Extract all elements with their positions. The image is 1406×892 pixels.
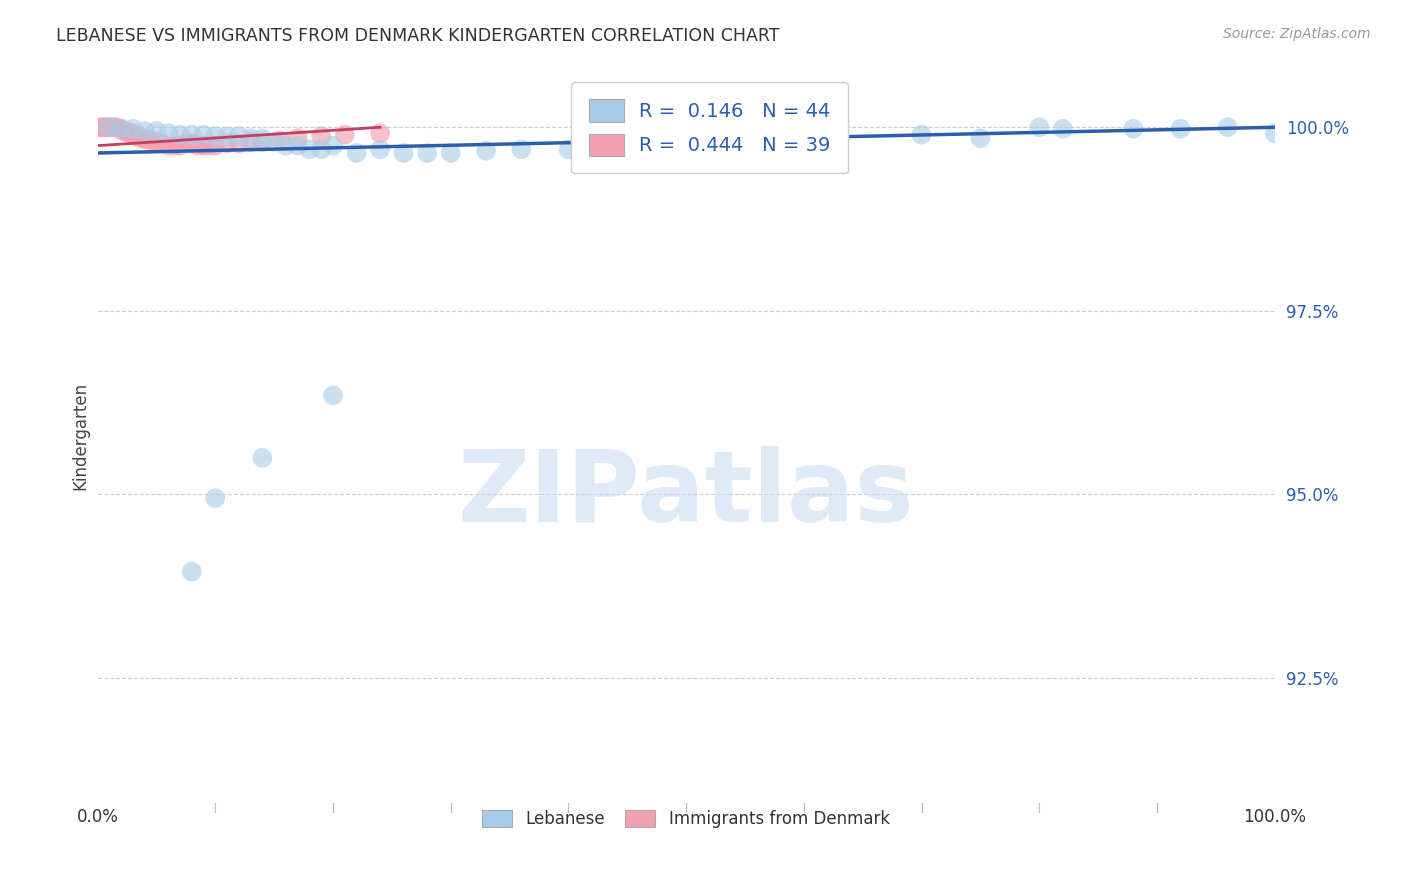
Point [129,131,152,145]
Point [93,120,115,135]
Point [828,135,851,149]
Point [145,135,167,149]
Text: ZIPatlas: ZIPatlas [458,446,914,543]
Point [150,136,173,151]
Point [122,121,145,136]
Point [274,138,297,153]
Point [142,134,165,148]
Point [98,120,121,135]
Point [309,129,332,144]
Point [675,146,697,161]
Point [120,125,142,139]
Point [1028,120,1050,135]
Point [368,142,391,156]
Point [616,144,638,158]
Point [145,124,167,138]
Point [309,142,332,156]
Point [252,450,274,465]
Point [1122,121,1144,136]
Point [346,146,368,161]
Point [157,138,180,153]
Point [169,138,191,153]
Point [239,131,262,145]
Point [187,138,209,153]
Point [193,138,215,153]
Point [1264,126,1286,140]
Legend: Lebanese, Immigrants from Denmark: Lebanese, Immigrants from Denmark [475,804,897,835]
Point [157,126,180,140]
Point [174,136,197,151]
Point [298,142,321,156]
Point [263,135,285,149]
Point [107,121,129,136]
Text: LEBANESE VS IMMIGRANTS FROM DENMARK KINDERGARTEN CORRELATION CHART: LEBANESE VS IMMIGRANTS FROM DENMARK KIND… [56,27,780,45]
Point [204,138,226,153]
Point [204,491,226,505]
Point [134,124,156,138]
Point [180,136,202,151]
Point [115,125,138,139]
Point [103,120,125,135]
Point [96,120,118,135]
Point [287,138,309,153]
Point [136,134,159,148]
Point [416,146,439,161]
Point [734,135,756,149]
Point [110,121,132,136]
Point [910,128,932,142]
Text: Source: ZipAtlas.com: Source: ZipAtlas.com [1223,27,1371,41]
Point [215,136,238,151]
Point [239,135,262,149]
Point [1216,120,1239,135]
Point [215,129,238,144]
Point [125,129,148,144]
Point [180,565,202,579]
Point [287,131,309,145]
Point [252,135,274,149]
Point [228,129,250,144]
Point [392,146,415,161]
Point [198,138,221,153]
Point [333,128,356,142]
Point [112,124,135,138]
Point [475,144,498,158]
Point [105,120,128,135]
Point [204,129,226,144]
Point [322,388,344,402]
Point [193,128,215,142]
Point [169,128,191,142]
Y-axis label: Kindergarten: Kindergarten [72,382,89,490]
Point [440,146,463,161]
Point [322,138,344,153]
Point [368,126,391,140]
Point [98,120,121,135]
Point [134,131,156,145]
Point [252,131,274,145]
Point [969,131,991,145]
Point [557,142,579,156]
Point [510,142,533,156]
Point [228,136,250,151]
Point [1170,121,1192,136]
Point [269,134,291,148]
Point [122,128,145,142]
Point [91,120,114,135]
Point [110,121,132,136]
Point [180,128,202,142]
Point [100,120,122,135]
Point [1052,121,1074,136]
Point [163,138,186,153]
Point [89,120,111,135]
